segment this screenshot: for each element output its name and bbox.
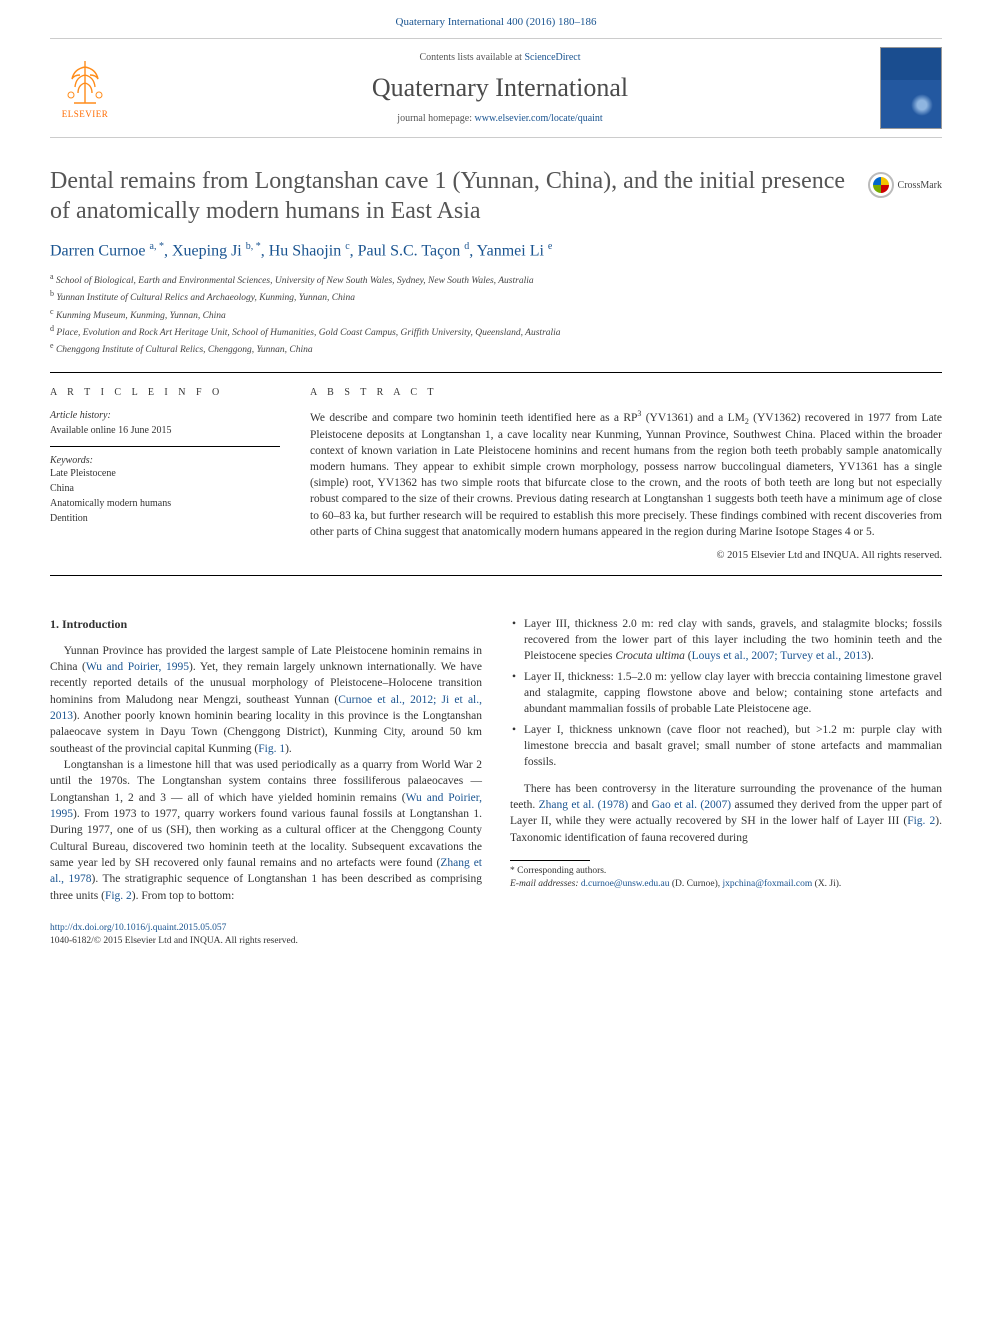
intro-p3: There has been controversy in the litera… [510, 781, 942, 846]
layer-item: Layer III, thickness 2.0 m: red clay wit… [510, 616, 942, 665]
abstract-block: A B S T R A C T We describe and compare … [310, 387, 942, 561]
email-2[interactable]: jxpchina@foxmail.com [723, 879, 813, 889]
affiliation-line: b Yunnan Institute of Cultural Relics an… [50, 288, 942, 305]
journal-name: Quaternary International [136, 73, 864, 103]
affiliation-line: a School of Biological, Earth and Enviro… [50, 271, 942, 288]
affiliations: a School of Biological, Earth and Enviro… [50, 271, 942, 358]
authors-line: Darren Curnoe a, *, Xueping Ji b, *, Hu … [50, 240, 942, 263]
keyword-item: Anatomically modern humans [50, 496, 280, 511]
corresponding-note: * Corresponding authors. [510, 865, 942, 878]
email-label: E-mail addresses: [510, 879, 579, 889]
article-info: A R T I C L E I N F O Article history: A… [50, 387, 280, 561]
article-history: Article history: Available online 16 Jun… [50, 408, 280, 447]
intro-p1: Yunnan Province has provided the largest… [50, 643, 482, 757]
publisher-logo[interactable]: ELSEVIER [50, 49, 120, 127]
publisher-name: ELSEVIER [62, 109, 109, 119]
affiliation-line: e Chenggong Institute of Cultural Relics… [50, 340, 942, 357]
layers-list: Layer III, thickness 2.0 m: red clay wit… [510, 616, 942, 771]
rule-top [50, 372, 942, 373]
keywords-label: Keywords: [50, 455, 280, 466]
contents-line: Contents lists available at ScienceDirec… [136, 52, 864, 63]
contents-prefix: Contents lists available at [419, 52, 524, 63]
intro-p2: Longtanshan is a limestone hill that was… [50, 757, 482, 904]
email-1-name: (D. Curnoe), [672, 879, 720, 889]
keyword-item: Dentition [50, 511, 280, 526]
footnotes: * Corresponding authors. E-mail addresse… [510, 865, 942, 892]
journal-banner: ELSEVIER Contents lists available at Sci… [50, 38, 942, 138]
banner-center: Contents lists available at ScienceDirec… [136, 52, 864, 124]
doi-link[interactable]: http://dx.doi.org/10.1016/j.quaint.2015.… [50, 923, 226, 933]
email-2-name: (X. Ji). [815, 879, 842, 889]
crossmark-icon [868, 172, 894, 198]
affiliation-line: d Place, Evolution and Rock Art Heritage… [50, 323, 942, 340]
keywords-list: Late PleistoceneChinaAnatomically modern… [50, 466, 280, 526]
history-date: Available online 16 June 2015 [50, 423, 280, 438]
info-block: A R T I C L E I N F O Article history: A… [50, 387, 942, 561]
footnote-rule [510, 860, 590, 861]
body-columns: 1. Introduction Yunnan Province has prov… [50, 616, 942, 904]
email-1[interactable]: d.curnoe@unsw.edu.au [581, 879, 670, 889]
history-label: Article history: [50, 408, 280, 423]
rule-bottom [50, 575, 942, 576]
journal-cover-thumb[interactable] [880, 47, 942, 129]
title-row: Dental remains from Longtanshan cave 1 (… [50, 166, 942, 226]
citation-line: Quaternary International 400 (2016) 180–… [0, 0, 992, 38]
section-1-heading: 1. Introduction [50, 616, 482, 633]
crossmark-widget[interactable]: CrossMark [868, 172, 942, 198]
keyword-item: Late Pleistocene [50, 466, 280, 481]
keyword-item: China [50, 481, 280, 496]
homepage-link[interactable]: www.elsevier.com/locate/quaint [475, 113, 603, 124]
layer-item: Layer I, thickness unknown (cave floor n… [510, 722, 942, 771]
footnote-block: * Corresponding authors. E-mail addresse… [510, 860, 942, 892]
sciencedirect-link[interactable]: ScienceDirect [524, 52, 580, 63]
homepage-line: journal homepage: www.elsevier.com/locat… [136, 113, 864, 124]
issn-line: 1040-6182/© 2015 Elsevier Ltd and INQUA.… [50, 936, 298, 946]
abstract-heading: A B S T R A C T [310, 387, 942, 398]
layer-item: Layer II, thickness: 1.5–2.0 m: yellow c… [510, 669, 942, 718]
article-info-heading: A R T I C L E I N F O [50, 387, 280, 398]
abstract-body: We describe and compare two hominin teet… [310, 408, 942, 540]
email-line: E-mail addresses: d.curnoe@unsw.edu.au (… [510, 878, 942, 891]
page-footer: http://dx.doi.org/10.1016/j.quaint.2015.… [50, 922, 942, 949]
article-title: Dental remains from Longtanshan cave 1 (… [50, 166, 848, 226]
article-area: Dental remains from Longtanshan cave 1 (… [0, 138, 992, 904]
crossmark-label: CrossMark [898, 180, 942, 191]
citation-link[interactable]: Quaternary International 400 (2016) 180–… [396, 16, 597, 28]
abstract-copyright: © 2015 Elsevier Ltd and INQUA. All right… [310, 550, 942, 561]
elsevier-tree-icon [62, 57, 108, 107]
homepage-prefix: journal homepage: [397, 113, 474, 124]
affiliation-line: c Kunming Museum, Kunming, Yunnan, China [50, 306, 942, 323]
